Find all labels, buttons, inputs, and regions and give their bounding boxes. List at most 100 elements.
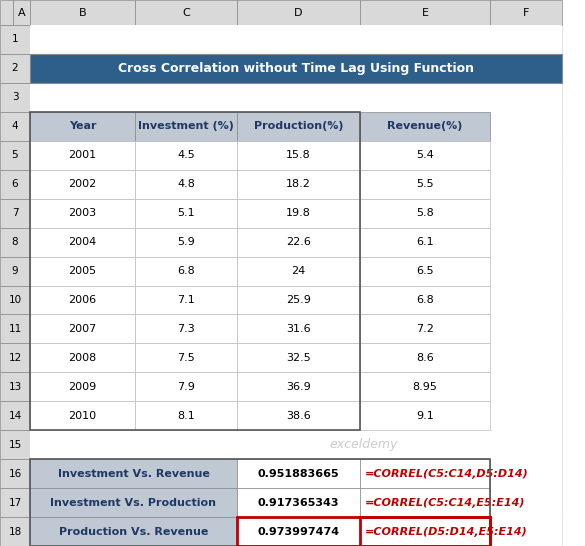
Bar bbox=[0, 488, 30, 517]
Text: 5.5: 5.5 bbox=[416, 179, 434, 189]
Text: 8.1: 8.1 bbox=[177, 411, 195, 421]
Bar bbox=[135, 286, 237, 314]
Bar bbox=[360, 488, 490, 517]
Bar bbox=[360, 314, 490, 343]
Bar bbox=[360, 459, 490, 488]
Bar bbox=[30, 459, 237, 488]
Text: Revenue(%): Revenue(%) bbox=[387, 121, 463, 131]
Bar bbox=[30, 112, 135, 141]
Bar bbox=[135, 228, 237, 257]
Text: =CORREL(C5:C14,E5:E14): =CORREL(C5:C14,E5:E14) bbox=[365, 497, 525, 508]
Bar bbox=[360, 343, 490, 372]
Bar bbox=[30, 488, 237, 517]
Bar bbox=[360, 228, 490, 257]
Bar bbox=[237, 401, 360, 430]
Text: F: F bbox=[523, 8, 529, 17]
Text: Cross Correlation without Time Lag Using Function: Cross Correlation without Time Lag Using… bbox=[118, 62, 474, 75]
Text: 38.6: 38.6 bbox=[286, 411, 311, 421]
Text: 4.8: 4.8 bbox=[177, 179, 195, 189]
Bar bbox=[30, 141, 135, 170]
Bar bbox=[360, 141, 490, 170]
Text: 9: 9 bbox=[12, 266, 18, 276]
Text: 4: 4 bbox=[12, 121, 18, 131]
Text: 3: 3 bbox=[12, 92, 18, 102]
Text: Production(%): Production(%) bbox=[254, 121, 343, 131]
Bar bbox=[0, 314, 30, 343]
Bar bbox=[0, 372, 30, 401]
Bar bbox=[360, 199, 490, 228]
Text: 2008: 2008 bbox=[68, 353, 97, 363]
Bar bbox=[360, 286, 490, 314]
Bar bbox=[30, 228, 135, 257]
Bar bbox=[0, 517, 30, 546]
Text: 2010: 2010 bbox=[68, 411, 97, 421]
Bar bbox=[0, 141, 30, 170]
Bar bbox=[0, 199, 30, 228]
Text: 6.1: 6.1 bbox=[416, 237, 434, 247]
Text: 6.8: 6.8 bbox=[177, 266, 195, 276]
Text: 36.9: 36.9 bbox=[286, 382, 311, 392]
Text: 11: 11 bbox=[8, 324, 22, 334]
Text: 15: 15 bbox=[8, 440, 22, 450]
Text: 2003: 2003 bbox=[68, 208, 97, 218]
Text: 32.5: 32.5 bbox=[286, 353, 311, 363]
Text: 12: 12 bbox=[8, 353, 22, 363]
Bar bbox=[30, 372, 135, 401]
Text: =CORREL(D5:D14,E5:E14): =CORREL(D5:D14,E5:E14) bbox=[365, 526, 528, 537]
Bar bbox=[0, 112, 30, 141]
Text: 15.8: 15.8 bbox=[286, 150, 311, 160]
Bar bbox=[0, 459, 30, 488]
Bar bbox=[135, 199, 237, 228]
Text: 6.5: 6.5 bbox=[416, 266, 434, 276]
Bar bbox=[360, 0, 490, 25]
Bar bbox=[135, 112, 237, 141]
Bar bbox=[0, 343, 30, 372]
Bar bbox=[135, 401, 237, 430]
Bar bbox=[30, 170, 135, 199]
Text: 5.8: 5.8 bbox=[416, 208, 434, 218]
Bar bbox=[237, 228, 360, 257]
Text: 18.2: 18.2 bbox=[286, 179, 311, 189]
Text: 16: 16 bbox=[8, 468, 22, 479]
Text: A: A bbox=[18, 8, 25, 17]
Bar bbox=[0, 430, 30, 459]
Text: 6: 6 bbox=[12, 179, 18, 189]
Text: 5: 5 bbox=[12, 150, 18, 160]
Bar bbox=[0, 228, 30, 257]
Text: 13: 13 bbox=[8, 382, 22, 392]
Bar bbox=[0, 0, 13, 25]
Text: 0.951883665: 0.951883665 bbox=[257, 468, 339, 479]
Bar bbox=[237, 517, 360, 546]
Text: 7.3: 7.3 bbox=[177, 324, 195, 334]
Text: 24: 24 bbox=[291, 266, 305, 276]
Text: 9.1: 9.1 bbox=[416, 411, 434, 421]
Text: 0.917365343: 0.917365343 bbox=[258, 497, 339, 508]
Text: 22.6: 22.6 bbox=[286, 237, 311, 247]
Bar bbox=[30, 112, 360, 430]
Text: B: B bbox=[79, 8, 87, 17]
Text: 25.9: 25.9 bbox=[286, 295, 311, 305]
Text: 2004: 2004 bbox=[68, 237, 97, 247]
Bar bbox=[30, 343, 135, 372]
Text: 8.95: 8.95 bbox=[412, 382, 438, 392]
Bar bbox=[0, 170, 30, 199]
Text: 7.9: 7.9 bbox=[177, 382, 195, 392]
Bar bbox=[30, 314, 135, 343]
Text: E: E bbox=[422, 8, 428, 17]
Bar bbox=[135, 141, 237, 170]
Text: 7.5: 7.5 bbox=[177, 353, 195, 363]
Bar bbox=[135, 314, 237, 343]
Text: 0.973997474: 0.973997474 bbox=[257, 526, 339, 537]
Text: Production Vs. Revenue: Production Vs. Revenue bbox=[59, 526, 208, 537]
Text: 2001: 2001 bbox=[68, 150, 97, 160]
Bar bbox=[0, 257, 30, 286]
Bar bbox=[30, 401, 135, 430]
Bar bbox=[237, 0, 360, 25]
Bar bbox=[237, 286, 360, 314]
Text: 17: 17 bbox=[8, 497, 22, 508]
Text: 2009: 2009 bbox=[68, 382, 97, 392]
Text: 31.6: 31.6 bbox=[286, 324, 311, 334]
Text: 18: 18 bbox=[8, 526, 22, 537]
Text: 2007: 2007 bbox=[68, 324, 97, 334]
Bar bbox=[237, 488, 360, 517]
